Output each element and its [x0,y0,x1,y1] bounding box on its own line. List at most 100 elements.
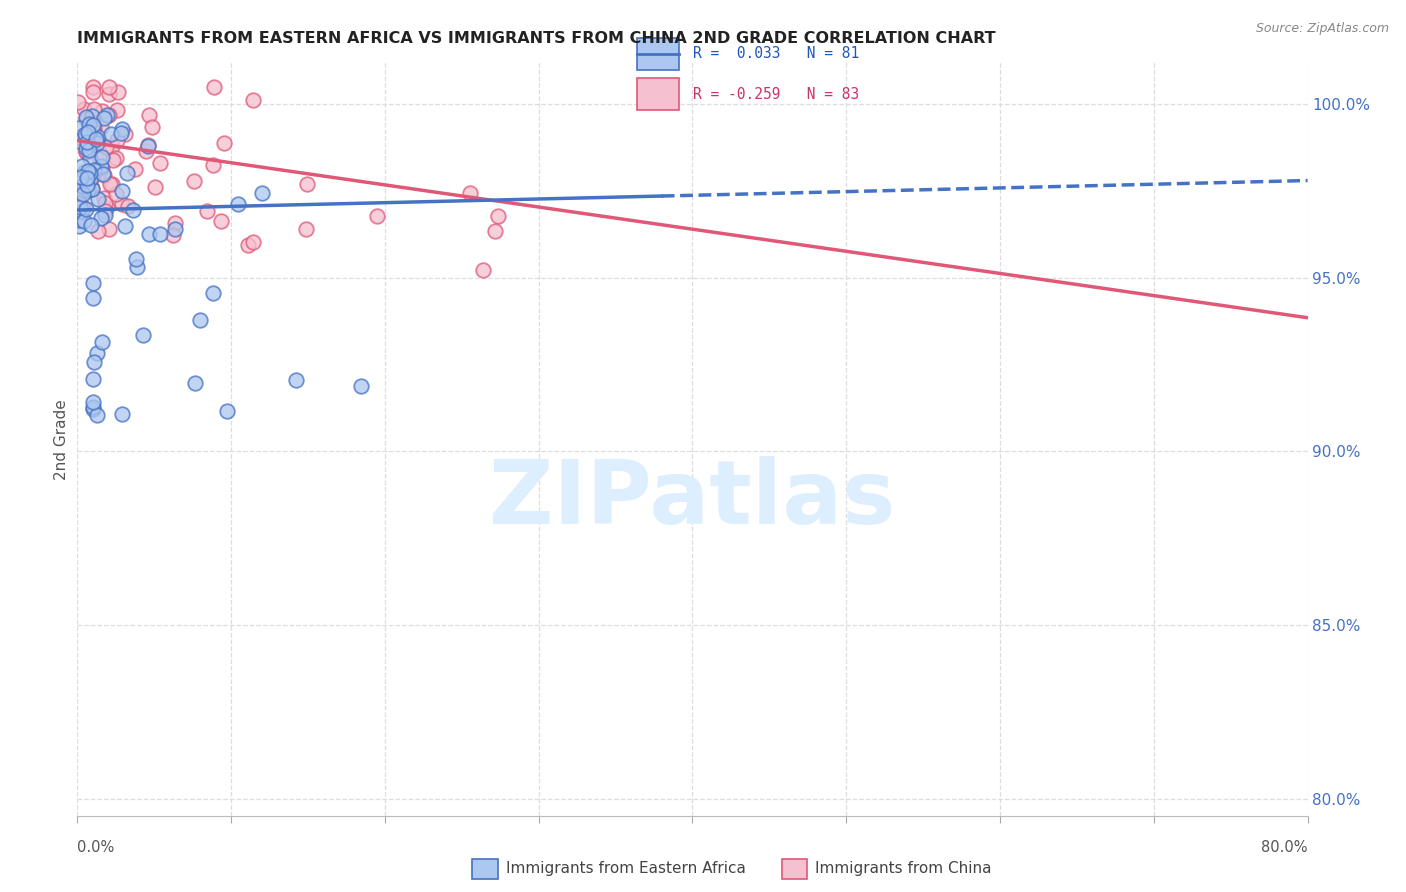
Bar [637,78,679,110]
Point [143,180,166,194]
Point [77,164,100,178]
Point [115,166,138,180]
Point [73,102,96,116]
Point [75,128,97,142]
Point [87,224,110,238]
Text: Immigrants from Eastern Africa: Immigrants from Eastern Africa [506,862,747,876]
Point [104,187,127,202]
Point [82,134,104,148]
Point [121,202,143,217]
Point [69,200,91,214]
Point [183,376,205,390]
Point [75,141,97,155]
Point [100,127,122,141]
Point [67,196,90,211]
Point [350,379,373,393]
Point [104,151,127,165]
Point [87,165,110,179]
Point [82,395,104,409]
Bar [637,38,679,70]
Point [82,124,104,138]
Point [101,177,124,191]
Point [195,203,218,218]
Point [458,186,481,200]
Point [90,160,112,174]
Text: Source: ZipAtlas.com: Source: ZipAtlas.com [1256,22,1389,36]
Point [202,158,225,172]
Point [66,134,89,148]
Point [297,177,319,191]
Point [215,404,238,418]
Point [70,169,93,184]
Point [67,186,90,201]
Bar [472,859,498,879]
Point [72,164,94,178]
Point [70,159,93,173]
Point [93,111,115,125]
Point [67,121,90,136]
Point [107,85,129,99]
Point [79,151,101,165]
Point [91,150,114,164]
Text: R = -0.259   N = 83: R = -0.259 N = 83 [693,87,859,102]
Point [94,208,117,222]
Point [82,372,104,386]
Point [77,180,100,194]
Point [66,181,89,195]
Point [90,159,112,173]
Point [82,182,104,196]
Point [87,192,110,206]
Point [132,328,155,343]
Point [76,143,98,157]
Point [75,145,97,160]
Point [114,219,136,233]
Point [67,212,90,227]
Point [103,153,125,167]
Point [77,137,100,152]
Point [117,199,139,213]
Point [202,79,225,94]
Point [94,203,117,218]
Point [484,224,506,238]
Point [82,79,104,94]
Point [75,112,97,126]
Point [366,209,388,223]
Point [183,174,205,188]
Point [114,127,136,141]
Point [84,131,107,145]
Point [91,334,114,349]
Point [76,130,98,145]
Point [83,166,105,180]
Point [98,108,121,122]
Point [110,184,132,198]
Point [111,122,134,136]
Point [91,167,114,181]
Point [91,103,114,118]
Point [138,227,160,242]
Point [89,152,111,166]
Text: 80.0%: 80.0% [1261,840,1308,855]
Point [83,163,105,178]
Point [82,277,104,291]
Point [67,129,90,144]
Point [73,214,96,228]
Point [76,170,98,185]
Point [83,355,105,369]
Point [111,197,134,211]
Point [76,135,98,149]
Point [70,203,93,218]
Point [105,133,128,147]
Point [188,313,211,327]
Point [72,128,94,143]
Point [97,221,120,235]
Point [77,183,100,197]
Point [67,193,90,207]
Point [110,126,132,140]
Point [67,219,90,233]
Point [80,181,103,195]
Point [72,183,94,197]
Point [80,218,103,232]
Point [149,155,172,169]
Point [72,186,94,201]
Text: ZIPatlas: ZIPatlas [489,456,896,543]
